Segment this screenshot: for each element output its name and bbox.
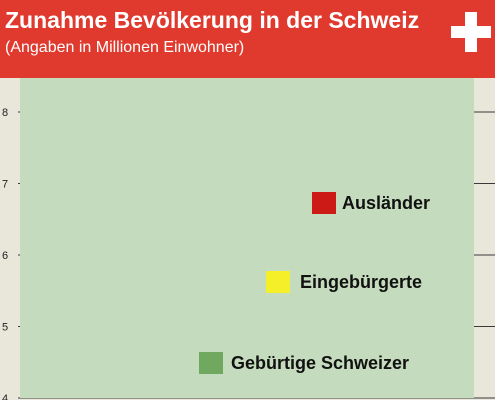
y-tick-label: 8 [2,107,8,119]
area-chart: 8 7 6 5 4 Ausländer Eingebürgerte Gebürtige Sc… [2,78,495,400]
legend-label: Ausländer [342,193,430,213]
area-series-group [20,78,474,398]
y-tick-label: 6 [2,250,8,262]
y-tick-labels: 8 7 6 5 4 [2,107,8,400]
legend-swatch [266,271,290,293]
legend: Ausländer Eingebürgerte Gebürtige Schweize… [199,192,430,374]
chart-subtitle: (Angaben in Millionen Einwohner) [5,39,245,56]
y-tick-label: 7 [2,179,8,191]
y-tick-label: 5 [2,322,8,334]
area-gebürtige-schweizer [20,78,474,398]
chart-title: Zunahme Bevölkerung in der Schweiz [5,7,420,33]
swiss-cross-icon [451,12,491,52]
legend-swatch [312,192,336,214]
legend-label: Gebürtige Schweizer [231,353,409,373]
legend-swatch [199,352,223,374]
legend-label: Eingebürgerte [300,272,422,292]
header-bar: Zunahme Bevölkerung in der Schweiz (Anga… [0,0,495,78]
y-tick-label: 4 [2,393,8,400]
